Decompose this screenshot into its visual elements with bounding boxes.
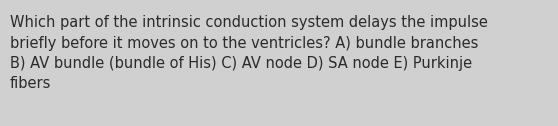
Text: Which part of the intrinsic conduction system delays the impulse
briefly before : Which part of the intrinsic conduction s… [10,15,488,91]
